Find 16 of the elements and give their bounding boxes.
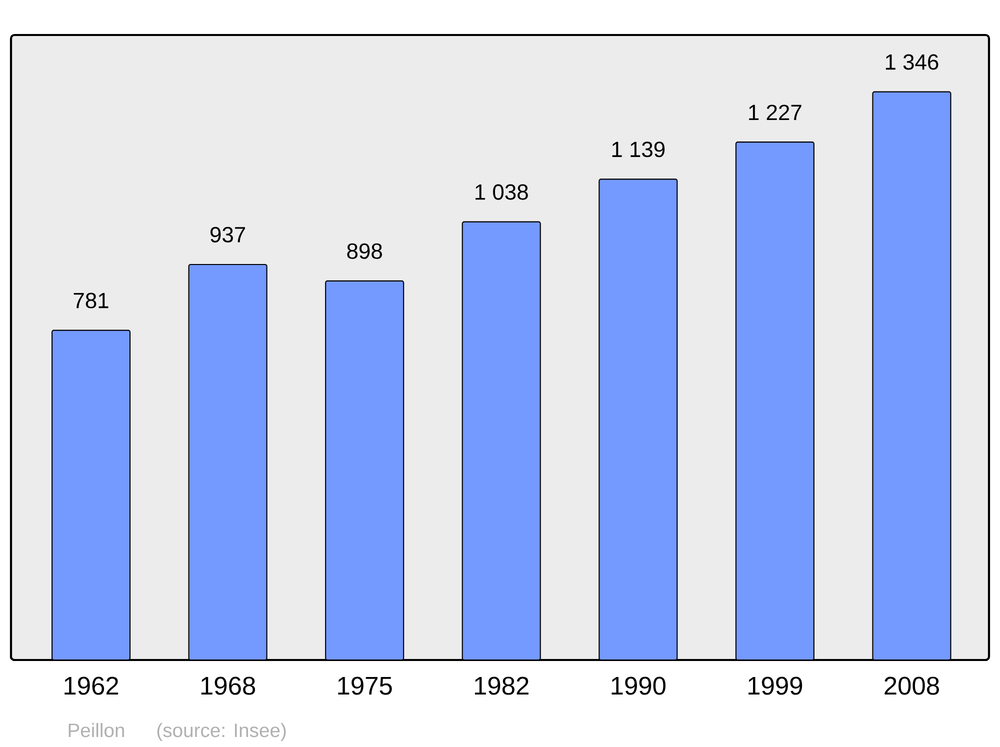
x-tick-label: 1962 xyxy=(64,676,118,695)
text: Peillon xyxy=(68,723,124,738)
data-label: 1 227 xyxy=(749,104,802,120)
x-tick-label: 1999 xyxy=(748,676,802,695)
data-label: 898 xyxy=(347,243,382,259)
data-label: 781 xyxy=(74,292,108,308)
data-label: 937 xyxy=(210,226,246,242)
x-tick-label: 1975 xyxy=(338,676,392,695)
data-label: 1 346 xyxy=(886,54,938,70)
data-label: 1 038 xyxy=(476,184,528,200)
data-label: 1 139 xyxy=(612,142,665,158)
x-tick-label: 2008 xyxy=(884,676,939,695)
text: (source: Insee) xyxy=(157,723,286,741)
x-tick-label: 1982 xyxy=(474,676,528,695)
x-tick-label: 1968 xyxy=(201,676,256,695)
x-tick-label: 1990 xyxy=(612,676,666,695)
